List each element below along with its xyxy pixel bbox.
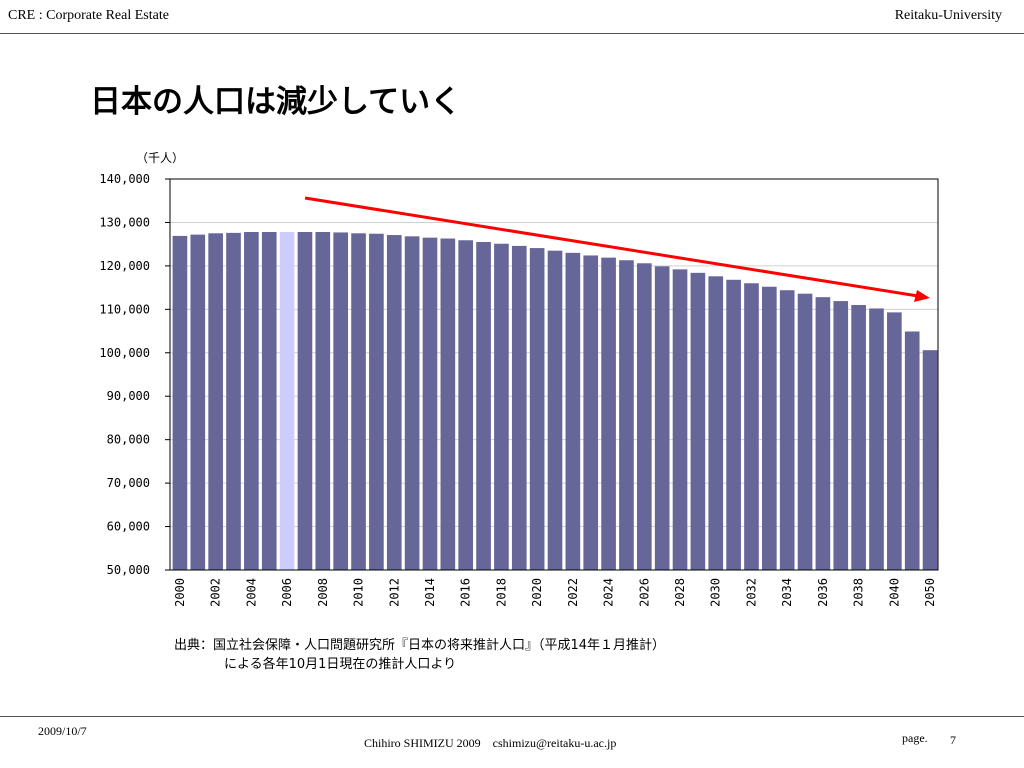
bar-2023 — [583, 255, 599, 570]
y-tick-label: 140,000 — [99, 172, 150, 186]
bar-2030 — [708, 276, 724, 570]
x-tick-label: 2008 — [316, 578, 330, 607]
bar-2003 — [226, 232, 241, 571]
footer-divider — [0, 716, 1024, 717]
bar-2007 — [297, 232, 313, 570]
footer-date: 2009/10/7 — [38, 724, 87, 738]
bar-2010 — [351, 233, 366, 571]
bar-2006 — [279, 232, 295, 570]
bar-2015 — [440, 238, 456, 570]
x-tick-label: 2010 — [352, 578, 366, 607]
source-note-line2: による各年10月1日現在の推計人口より — [224, 657, 457, 672]
bar-2045 — [904, 331, 920, 570]
chart-bars — [172, 232, 938, 571]
bar-2004 — [244, 232, 259, 570]
x-tick-label: 2036 — [816, 578, 830, 607]
source-note-line1: 出典：国立社会保障・人口問題研究所『日本の将来推計人口』（平成14年１月推計） — [174, 638, 666, 653]
y-tick-label: 130,000 — [99, 215, 150, 229]
x-tick-label: 2020 — [530, 578, 544, 607]
y-tick-label: 120,000 — [99, 259, 150, 273]
bar-2011 — [369, 233, 384, 571]
bar-2008 — [315, 232, 331, 570]
x-tick-label: 2032 — [744, 578, 758, 607]
bar-2035 — [797, 293, 813, 570]
header-institution: Reitaku-University — [894, 8, 1002, 23]
y-tick-label: 100,000 — [99, 346, 150, 360]
bar-2039 — [869, 308, 884, 570]
footer-page-label: page. — [902, 731, 928, 745]
bar-2002 — [208, 233, 223, 571]
x-tick-label: 2006 — [280, 578, 294, 607]
plot-frame — [169, 178, 939, 571]
x-tick-label: 2024 — [602, 578, 616, 607]
bar-2028 — [672, 269, 688, 570]
x-tick-label: 2040 — [887, 578, 901, 607]
bar-2022 — [565, 252, 581, 570]
bar-2040 — [887, 312, 902, 570]
bar-2018 — [494, 243, 509, 570]
bar-2027 — [654, 266, 670, 570]
x-tick-label: 2050 — [923, 578, 937, 607]
bar-2012 — [386, 235, 402, 570]
bar-2005 — [261, 232, 277, 570]
footer-credit: Chihiro SHIMIZU 2009 cshimizu@reitaku-u.… — [364, 736, 617, 750]
slide-title: 日本の人口は減少していく — [90, 84, 462, 120]
bar-2037 — [833, 301, 849, 570]
x-tick-label: 2018 — [494, 578, 508, 607]
bar-2017 — [476, 241, 491, 570]
bar-2036 — [815, 297, 831, 570]
bar-2034 — [779, 290, 795, 570]
y-unit-label: （千人） — [136, 151, 184, 165]
header-divider — [0, 33, 1024, 34]
trend-arrow — [304, 196, 930, 302]
bar-2024 — [601, 257, 616, 570]
x-tick-label: 2000 — [173, 578, 187, 607]
bar-2025 — [619, 260, 634, 570]
footer-page-number: 7 — [950, 733, 956, 747]
bar-2001 — [190, 234, 206, 570]
bar-2019 — [511, 245, 527, 570]
x-tick-label: 2026 — [637, 578, 651, 607]
bar-2016 — [458, 240, 474, 571]
y-tick-label: 50,000 — [107, 563, 150, 577]
y-tick-label: 110,000 — [99, 302, 150, 316]
bar-2020 — [529, 248, 545, 570]
x-tick-label: 2014 — [423, 578, 437, 607]
bar-2031 — [726, 279, 741, 570]
y-tick-label: 70,000 — [107, 476, 150, 490]
bar-2033 — [762, 286, 777, 570]
x-tick-label: 2004 — [244, 578, 258, 607]
x-tick-label: 2030 — [709, 578, 723, 607]
bar-2038 — [851, 304, 866, 570]
y-tick-label: 60,000 — [107, 520, 150, 534]
x-axis-ticks: 2000 2002 2004 2006 2008 2010 2012 2014 2016 2018… — [173, 578, 937, 607]
y-tick-label: 90,000 — [107, 389, 150, 403]
header-title: CRE : Corporate Real Estate — [8, 8, 169, 23]
x-tick-label: 2012 — [387, 578, 401, 607]
bar-2029 — [690, 272, 706, 570]
population-bar-chart: 50,000 60,000 70,000 80,000 90,000 100,000 110… — [99, 151, 939, 607]
y-axis-ticks: 50,000 60,000 70,000 80,000 90,000 100,000 110… — [99, 172, 170, 577]
bar-2032 — [744, 283, 759, 570]
bar-2014 — [422, 237, 438, 570]
bar-2000 — [172, 235, 188, 570]
bar-2021 — [547, 250, 563, 570]
bar-2009 — [333, 232, 348, 571]
y-tick-label: 80,000 — [107, 433, 150, 447]
bar-2026 — [636, 263, 652, 570]
x-tick-label: 2002 — [209, 578, 223, 607]
x-tick-label: 2034 — [780, 578, 794, 607]
x-tick-label: 2016 — [459, 578, 473, 607]
bar-2013 — [404, 236, 420, 570]
x-tick-label: 2028 — [673, 578, 687, 607]
x-tick-label: 2038 — [852, 578, 866, 607]
bar-2050 — [922, 350, 938, 570]
x-tick-label: 2022 — [566, 578, 580, 607]
